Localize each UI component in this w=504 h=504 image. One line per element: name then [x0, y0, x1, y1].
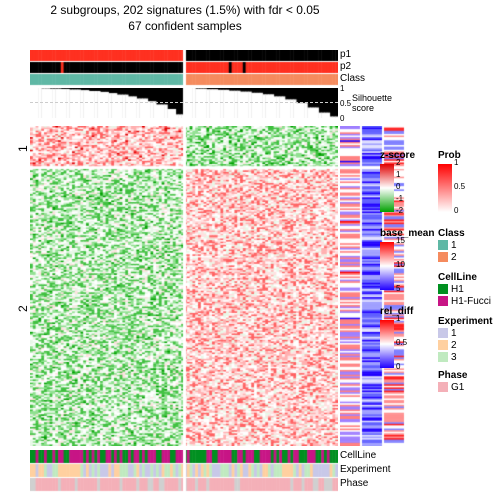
legend-item: 3: [438, 352, 457, 363]
silhouette-dash: [30, 102, 338, 103]
legend-gradient-rel_diff: [380, 320, 394, 368]
legend-item: G1: [438, 382, 464, 393]
legend-item: H1: [438, 284, 464, 295]
row-group-label: 1: [16, 145, 30, 152]
legend-item: 2: [438, 252, 457, 263]
legend-item: 1: [438, 240, 457, 251]
silhouette-canvas: [30, 88, 338, 118]
top-annotation-canvas: [30, 50, 338, 86]
sil-tick: 1: [340, 84, 344, 93]
legend-title-Experiment: Experiment: [438, 316, 492, 327]
row-group-label: 2: [16, 305, 30, 312]
legend-tick: 0.5: [396, 338, 407, 347]
legend-item: 1: [438, 328, 457, 339]
silhouette-label2: score: [352, 103, 374, 113]
silhouette-label: Silhouette: [352, 94, 392, 103]
legend-tick: 2: [396, 158, 400, 167]
legend-gradient-Prob: [438, 164, 452, 212]
legend-title-CellLine: CellLine: [438, 272, 477, 283]
legend-tick: 1: [396, 314, 400, 323]
legend-tick: 0: [396, 362, 400, 371]
sil-tick: 0: [340, 114, 344, 123]
legend-tick: -1: [396, 194, 403, 203]
legend-tick: 1: [396, 170, 400, 179]
legend-item: H1-Fucci: [438, 296, 491, 307]
top-ann-label-p1: p1: [340, 49, 351, 60]
bottom-ann-label-Experiment: Experiment: [340, 464, 391, 475]
bottom-annotation-canvas: [30, 450, 338, 492]
title-line2: 67 confident samples: [0, 20, 370, 33]
legend-tick: 0: [454, 206, 458, 215]
legend-gradient-z-score: [380, 164, 394, 212]
legend-tick: 15: [396, 236, 405, 245]
legend-tick: 10: [396, 260, 405, 269]
legend-item: 2: [438, 340, 457, 351]
legend-title-Phase: Phase: [438, 370, 467, 381]
bottom-ann-label-CellLine: CellLine: [340, 450, 376, 461]
sil-tick: 0.5: [340, 99, 351, 108]
top-ann-label-class: Class: [340, 73, 365, 84]
heatmap-canvas: [30, 126, 338, 446]
bottom-ann-label-Phase: Phase: [340, 478, 368, 489]
legend-tick: -2: [396, 206, 403, 215]
top-ann-label-p2: p2: [340, 61, 351, 72]
legend-tick: 0: [396, 182, 400, 191]
legend-title-Class: Class: [438, 228, 465, 239]
legend-tick: 0.5: [454, 182, 465, 191]
title-line1: 2 subgroups, 202 signatures (1.5%) with …: [0, 4, 370, 17]
legend-tick: 5: [396, 284, 400, 293]
legend-gradient-base_mean: [380, 242, 394, 290]
legend-tick: 1: [454, 158, 458, 167]
legend-title-base_mean: base_mean: [380, 228, 434, 239]
